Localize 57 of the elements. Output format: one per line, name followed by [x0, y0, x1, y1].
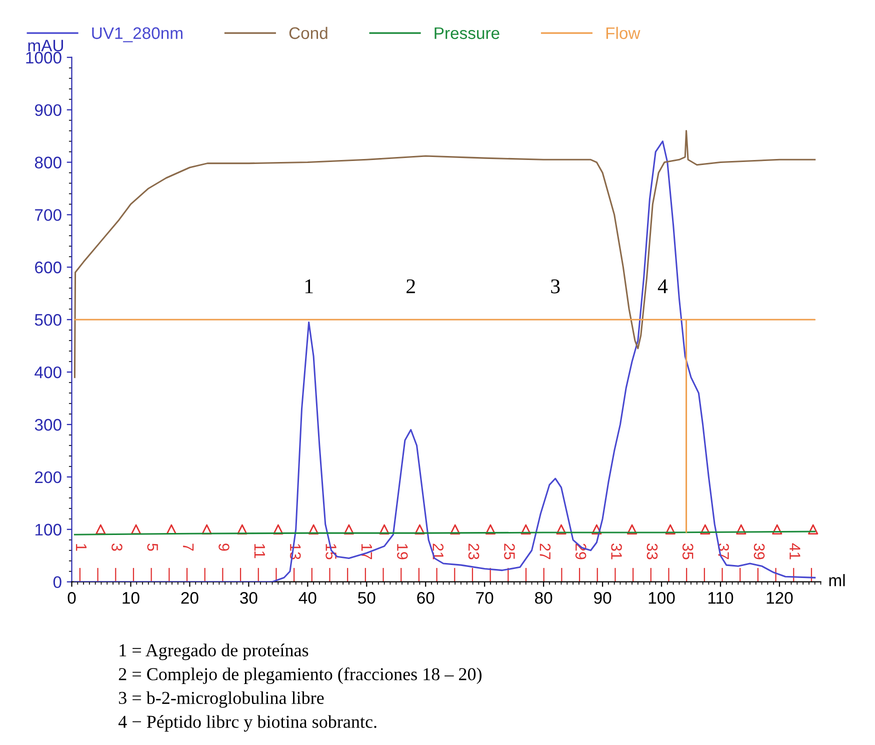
x2-tick-label: 31: [611, 544, 622, 560]
x2-tick-label: 27: [540, 544, 551, 560]
x2-tick-label: 5: [147, 544, 158, 551]
y-tick-label: 400: [34, 366, 62, 378]
x2-tick-label: 9: [218, 544, 230, 551]
x-tick-label: 50: [358, 592, 376, 604]
text: 2 = Complejo de plegamiento (fracciones 18 – 20): [118, 667, 482, 684]
x-tick-label: 120: [766, 592, 793, 604]
x-tick-label: 20: [181, 592, 198, 604]
x-tick-label: 90: [594, 592, 612, 604]
x-tick-label: 0: [68, 592, 76, 604]
x2-tick-label: 33: [646, 544, 658, 560]
y-axis-title: mAU: [28, 40, 63, 52]
x-tick-label: 70: [476, 592, 494, 604]
annotation: 4: [658, 279, 668, 294]
x2-tick-label: 35: [682, 544, 694, 560]
text: 3 = b-2-microglobulina libre: [118, 691, 324, 708]
y-tick-label: 1000: [26, 52, 62, 64]
x2-tick-label: 11: [254, 544, 265, 558]
legend-label: Pressure: [434, 27, 500, 40]
y-tick-label: 500: [34, 314, 62, 326]
x-tick-label: 60: [417, 592, 434, 604]
annotation: 2: [406, 279, 415, 294]
y-tick-label: 200: [35, 471, 62, 484]
y-tick-label: 100: [35, 524, 62, 536]
text: 4 − Péptido librc y biotina sobrantc.: [118, 715, 376, 732]
x-axis-title: ml: [829, 574, 845, 586]
x-tick-label: 30: [240, 592, 258, 604]
y-tick-label: 600: [35, 262, 62, 274]
x2-tick-label: 1: [76, 544, 87, 551]
x2-tick-label: 7: [183, 544, 194, 551]
x2-tick-label: 23: [468, 544, 480, 560]
x2-tick-label: 25: [504, 544, 515, 560]
x2-tick-label: 19: [397, 544, 408, 560]
annotation: 3: [551, 279, 560, 294]
y-tick-label: 700: [35, 209, 62, 221]
legend-label: UV1_280nm: [92, 27, 182, 42]
x-tick-label: 100: [648, 592, 675, 604]
x2-tick-label: 29: [575, 544, 586, 560]
x-tick-label: 110: [708, 592, 734, 604]
x-tick-label: 10: [122, 592, 140, 604]
x-tick-label: 40: [298, 592, 316, 604]
x2-tick-label: 39: [754, 544, 765, 560]
legend-label: Cond: [289, 26, 328, 40]
x2-tick-label: 41: [790, 543, 800, 560]
y-tick-label: 900: [35, 104, 62, 116]
line-series: [74, 130, 816, 378]
y-tick-label: 300: [34, 418, 62, 431]
annotation: 1: [305, 279, 313, 294]
line-series: [74, 140, 816, 582]
text: 1 = Agregado de proteínas: [120, 644, 308, 660]
x-tick-label: 80: [535, 592, 552, 604]
legend-label: Flow: [606, 26, 640, 40]
x2-tick-label: 3: [112, 544, 122, 551]
y-tick-label: 0: [53, 576, 62, 588]
y-tick-label: 800: [34, 156, 62, 168]
x2-tick-label: 17: [361, 544, 372, 560]
